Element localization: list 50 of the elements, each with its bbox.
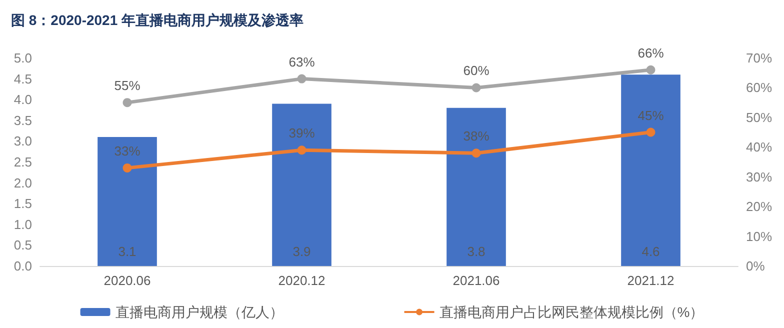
y2-tick-label: 10%: [746, 228, 772, 244]
y2-tick-label: 20%: [746, 199, 772, 214]
point: [122, 98, 132, 108]
point: [472, 148, 481, 158]
point: [297, 146, 306, 155]
y-tick-label: 2.0: [14, 175, 32, 190]
y2-tick-label: 0%: [746, 258, 766, 274]
legend-label: 直播电商用户占比网民整体规模比例（%）: [439, 304, 704, 320]
data-label: 39%: [288, 126, 316, 141]
y-tick-label: 5.0: [14, 50, 32, 66]
data-label: 3.9: [292, 244, 311, 259]
y-tick-label: 1.0: [14, 216, 32, 232]
x-tick-label: 2020.06: [104, 273, 151, 288]
chart-title: 图 8：2020-2021 年直播电商用户规模及渗透率: [11, 12, 304, 28]
y-tick-label: 1.5: [14, 196, 32, 212]
point: [646, 65, 656, 74]
y-tick-label: 3.0: [14, 134, 32, 149]
data-label: 60%: [463, 63, 490, 78]
bar: [446, 108, 506, 266]
data-label: 63%: [288, 54, 316, 70]
legend-label: 直播电商用户规模（亿人）: [115, 304, 284, 320]
data-label: 3.1: [118, 244, 136, 259]
data-label: 66%: [638, 45, 664, 60]
y-tick-label: 4.5: [14, 71, 32, 86]
y2-tick-label: 40%: [746, 140, 772, 155]
y2-tick-label: 60%: [746, 80, 772, 96]
data-label: 3.8: [467, 244, 486, 259]
data-label: 55%: [114, 78, 141, 94]
bar: [272, 104, 332, 266]
data-label: 4.6: [642, 244, 660, 259]
point: [472, 83, 481, 92]
y-tick-label: 0.0: [14, 258, 32, 274]
y-tick-label: 2.5: [14, 154, 32, 170]
bar: [98, 137, 157, 266]
point: [297, 74, 306, 84]
y2-tick-label: 70%: [746, 50, 772, 66]
bar: [621, 74, 680, 266]
x-tick-label: 2021.06: [452, 273, 500, 288]
x-tick-label: 2020.12: [278, 273, 326, 288]
data-label: 33%: [114, 143, 141, 158]
y-tick-label: 4.0: [14, 92, 32, 108]
data-label: 38%: [463, 128, 490, 144]
y2-tick-label: 30%: [746, 169, 772, 184]
point: [646, 128, 656, 137]
x-tick-label: 2021.12: [627, 273, 674, 288]
y-tick-label: 0.5: [14, 238, 32, 253]
y-tick-label: 3.5: [14, 112, 32, 128]
y2-tick-label: 50%: [746, 110, 772, 125]
point: [122, 163, 132, 172]
data-label: 45%: [638, 108, 664, 123]
